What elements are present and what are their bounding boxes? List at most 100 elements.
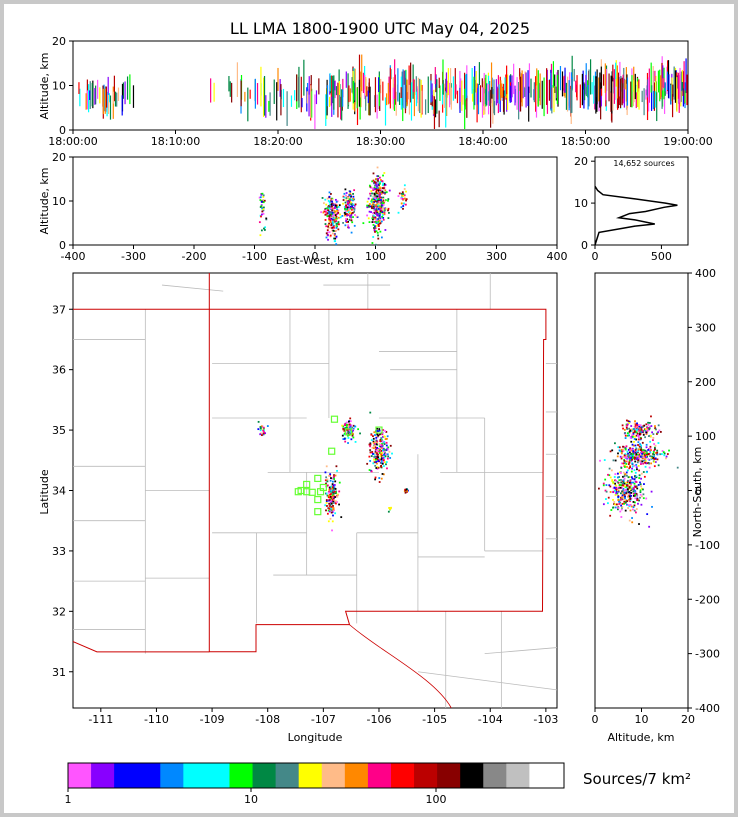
source-point xyxy=(625,501,627,503)
source-point xyxy=(640,472,643,475)
source-point xyxy=(630,452,633,455)
source-point xyxy=(378,206,381,209)
source-point xyxy=(330,509,333,512)
source-point xyxy=(329,500,332,503)
source-point xyxy=(327,209,329,212)
source-point xyxy=(632,432,635,435)
source-point xyxy=(663,452,666,455)
source-point xyxy=(382,473,385,476)
source-point xyxy=(333,240,336,243)
longitude-tick-label: -111 xyxy=(88,713,113,726)
source-point xyxy=(632,450,635,453)
source-point xyxy=(654,452,657,454)
source-point xyxy=(369,194,372,197)
source-point xyxy=(649,447,652,450)
source-point xyxy=(349,205,352,208)
source-point xyxy=(373,204,375,206)
source-point xyxy=(372,437,375,440)
source-point xyxy=(616,476,619,479)
source-point xyxy=(343,438,346,440)
source-point xyxy=(383,452,386,455)
source-point xyxy=(332,214,335,216)
source-point xyxy=(330,507,333,510)
source-point xyxy=(619,501,622,504)
altitude-histogram-line xyxy=(594,185,678,246)
chart-title: LL LMA 1800-1900 UTC May 04, 2025 xyxy=(230,19,530,38)
source-point xyxy=(645,497,648,500)
source-point xyxy=(349,207,352,210)
source-point xyxy=(337,216,340,219)
source-point xyxy=(387,455,390,458)
source-point xyxy=(620,466,623,468)
source-point xyxy=(342,427,345,430)
source-point xyxy=(333,499,335,501)
source-point xyxy=(376,194,379,197)
source-point xyxy=(617,452,619,455)
source-point xyxy=(375,230,378,233)
source-point xyxy=(634,460,637,463)
source-point xyxy=(331,477,334,480)
source-point xyxy=(371,242,374,244)
source-point xyxy=(644,465,647,468)
longitude-tick-label: -108 xyxy=(255,713,280,726)
source-point xyxy=(649,451,652,454)
eastwest-axis-tick-label: 0 xyxy=(312,250,319,263)
source-point xyxy=(334,218,337,221)
source-point xyxy=(380,189,383,192)
source-point xyxy=(325,476,328,479)
northsouth-axis-tick-label: 100 xyxy=(695,430,716,443)
source-point xyxy=(378,194,381,197)
source-point xyxy=(368,455,371,458)
source-point xyxy=(403,197,406,200)
source-point xyxy=(330,215,333,217)
source-point xyxy=(620,479,622,481)
source-point xyxy=(323,210,326,213)
altitude-axis-tick-label: 20 xyxy=(52,151,66,164)
source-point xyxy=(370,200,373,203)
source-point xyxy=(378,202,381,205)
source-point xyxy=(325,207,328,210)
source-point xyxy=(632,508,634,511)
source-point xyxy=(336,208,338,211)
source-point xyxy=(382,182,385,185)
source-point xyxy=(629,428,632,431)
source-point xyxy=(376,456,378,459)
source-point xyxy=(644,429,647,432)
station-marker xyxy=(319,483,327,492)
source-point xyxy=(344,188,347,191)
source-point xyxy=(638,523,640,525)
source-point xyxy=(628,454,631,457)
source-point xyxy=(374,444,376,447)
source-point xyxy=(371,446,374,449)
source-point xyxy=(636,468,638,471)
source-point xyxy=(375,441,378,444)
source-point xyxy=(259,429,262,432)
source-point xyxy=(633,482,636,485)
source-point xyxy=(611,480,614,483)
source-point xyxy=(329,479,332,482)
source-point xyxy=(609,514,612,517)
source-point xyxy=(383,435,386,438)
source-point xyxy=(638,427,641,430)
source-point xyxy=(373,200,376,203)
source-point xyxy=(347,201,350,204)
source-point xyxy=(626,469,629,472)
source-point xyxy=(648,452,651,455)
source-point xyxy=(628,451,631,454)
source-point xyxy=(376,218,379,220)
source-point xyxy=(639,443,641,446)
source-point xyxy=(338,223,340,226)
source-point xyxy=(631,477,634,480)
source-point xyxy=(648,466,651,469)
source-point xyxy=(369,205,372,208)
source-point xyxy=(349,431,352,433)
source-point xyxy=(328,212,331,215)
source-point xyxy=(607,473,609,476)
source-point xyxy=(260,193,263,196)
source-point xyxy=(636,457,639,459)
source-point xyxy=(346,221,348,223)
source-point xyxy=(332,224,335,227)
source-point xyxy=(368,221,371,224)
source-point xyxy=(376,468,379,470)
source-point xyxy=(636,424,638,426)
